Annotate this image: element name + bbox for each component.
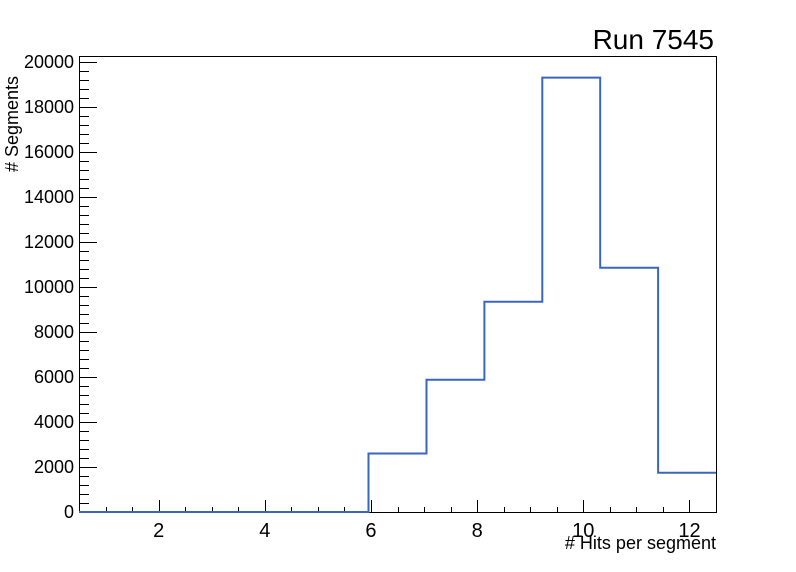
- y-tick-label: 10000: [24, 277, 74, 297]
- y-tick-label: 12000: [24, 232, 74, 252]
- x-axis-title: # Hits per segment: [564, 533, 716, 553]
- y-tick-label: 18000: [24, 97, 74, 117]
- x-tick-label: 6: [365, 520, 376, 542]
- histogram-line: [79, 76, 716, 513]
- x-tick-label: 10: [572, 520, 594, 542]
- x-tick-label: 12: [678, 520, 700, 542]
- y-axis-title: # Segments: [2, 75, 22, 173]
- plot-frame: [79, 56, 717, 513]
- x-tick-label: 4: [259, 520, 270, 542]
- x-tick-label: 8: [472, 520, 483, 542]
- y-tick-label: 20000: [24, 52, 74, 72]
- y-tick-label: 4000: [34, 412, 74, 432]
- y-tick-label: 6000: [34, 367, 74, 387]
- y-tick-label: 0: [64, 502, 74, 522]
- x-tick-label: 2: [153, 520, 164, 542]
- y-tick-label: 2000: [34, 457, 74, 477]
- y-tick-label: 16000: [24, 142, 74, 162]
- chart-title: Run 7545: [592, 24, 714, 55]
- y-tick-label: 14000: [24, 187, 74, 207]
- y-tick-label: 8000: [34, 322, 74, 342]
